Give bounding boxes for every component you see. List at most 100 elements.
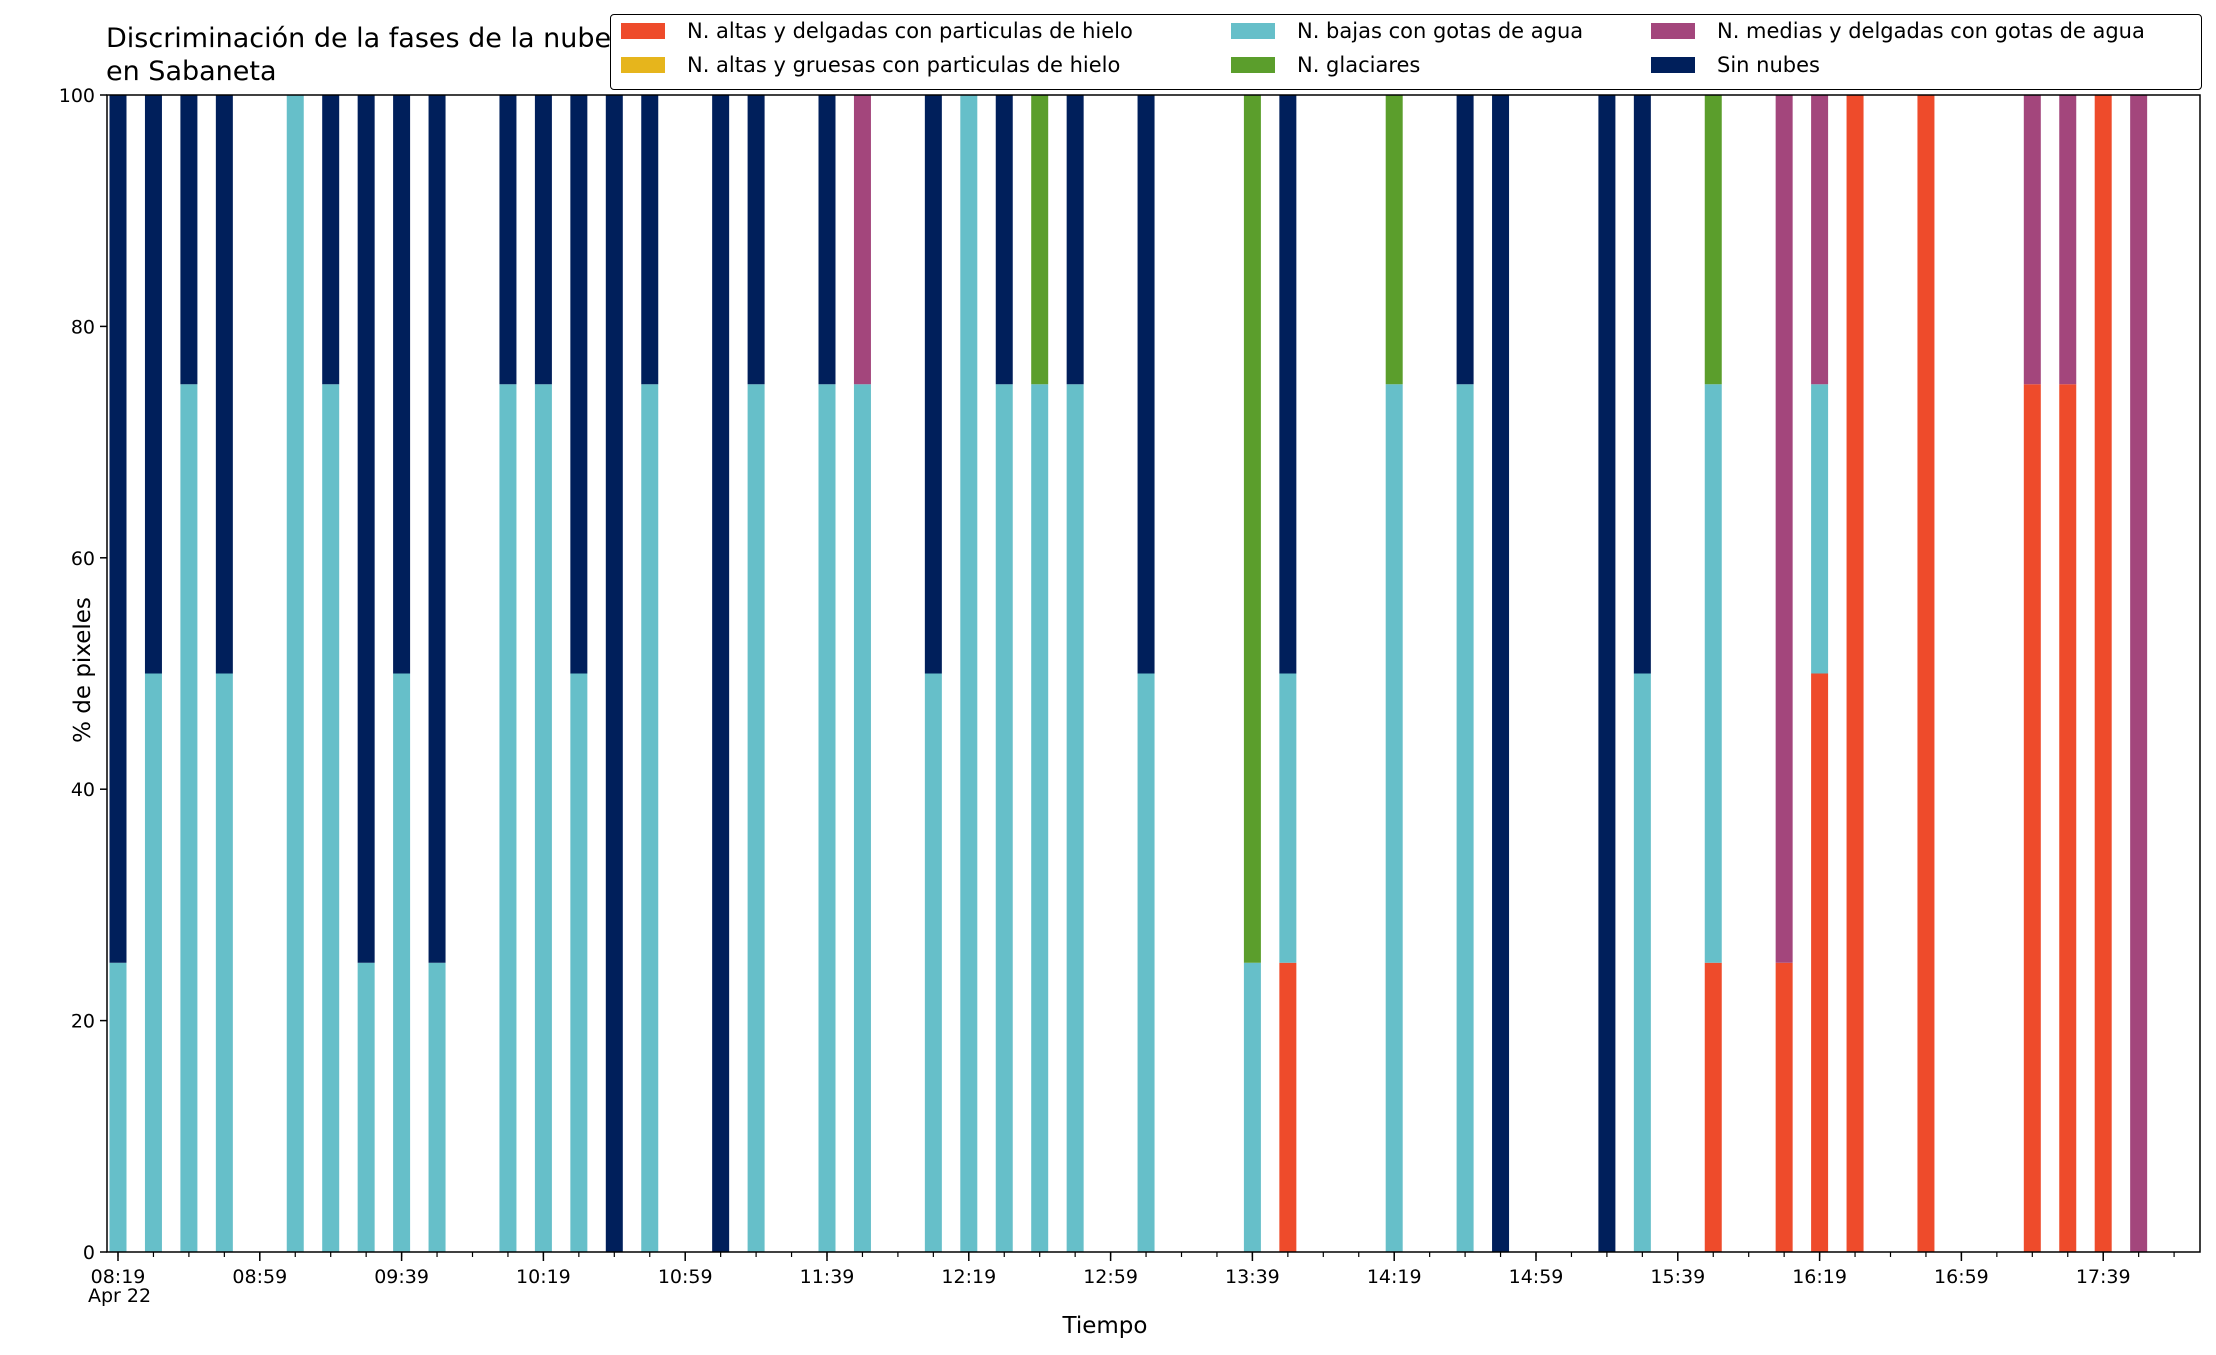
bar-segment-baja xyxy=(1633,673,1651,1252)
x-tick-label: 10:19 xyxy=(516,1266,571,1288)
chart-title: Discriminación de la fases de la nube en… xyxy=(106,23,612,87)
bar-segment-alta_delgada xyxy=(1279,962,1297,1252)
bar-segment-baja xyxy=(534,384,552,1252)
bar-segment-glaciar xyxy=(1243,95,1261,963)
bar-segment-baja xyxy=(995,384,1013,1252)
bar-segment-sin xyxy=(180,95,198,385)
y-tick-label: 0 xyxy=(83,1242,95,1264)
bar-segment-sin xyxy=(322,95,340,385)
bar-segment-media xyxy=(853,95,871,385)
bar-segment-alta_delgada xyxy=(2094,95,2112,1252)
bar-segment-baja xyxy=(322,384,340,1252)
bar-segment-baja xyxy=(499,384,517,1252)
bar-segment-sin xyxy=(1492,95,1510,1252)
bar-segment-media xyxy=(1811,95,1829,385)
bar-segment-sin xyxy=(144,95,162,674)
legend-entry-sin-nubes: Sin nubes xyxy=(1651,53,1820,77)
bar-segment-sin xyxy=(1137,95,1155,674)
bar-segment-alta_delgada xyxy=(1704,962,1722,1252)
x-tick-label: 12:59 xyxy=(1083,1266,1138,1288)
chart-legend: N. altas y delgadas con particulas de hi… xyxy=(610,14,2202,90)
y-tick-label: 40 xyxy=(71,779,95,801)
bar-segment-baja xyxy=(924,673,942,1252)
legend-swatch xyxy=(1231,57,1275,73)
bar-segment-sin xyxy=(1598,95,1616,1252)
bar-segment-sin xyxy=(605,95,623,1252)
legend-entry-alta-gruesa: N. altas y gruesas con particulas de hie… xyxy=(621,53,1120,77)
y-tick-label: 20 xyxy=(71,1011,95,1033)
bar-segment-sin xyxy=(924,95,942,674)
bar-segment-baja xyxy=(1066,384,1084,1252)
bar-segment-baja xyxy=(393,673,411,1252)
bar-segment-glaciar xyxy=(1385,95,1403,385)
legend-entry-media: N. medias y delgadas con gotas de agua xyxy=(1651,19,2145,43)
x-axis-date-label: Apr 22 xyxy=(88,1285,152,1307)
bar-segment-media xyxy=(2130,95,2148,1252)
bar-segment-sin xyxy=(570,95,588,674)
legend-entry-glaciar: N. glaciares xyxy=(1231,53,1420,77)
legend-swatch xyxy=(1651,57,1695,73)
bar-segment-glaciar xyxy=(1031,95,1049,385)
legend-swatch xyxy=(621,23,665,39)
bar-segment-sin xyxy=(818,95,836,385)
bar-segment-alta_delgada xyxy=(1917,95,1935,1252)
bar-segment-media xyxy=(2059,95,2077,385)
legend-label: N. altas y gruesas con particulas de hie… xyxy=(687,53,1121,77)
bar-segment-baja xyxy=(1811,384,1829,674)
legend-label: N. altas y delgadas con particulas de hi… xyxy=(687,19,1133,43)
x-tick-label: 12:19 xyxy=(941,1266,996,1288)
bar-segment-alta_delgada xyxy=(2023,384,2041,1252)
bar-segment-baja xyxy=(1137,673,1155,1252)
x-tick-label: 13:39 xyxy=(1225,1266,1280,1288)
bar-segment-baja xyxy=(960,95,978,1252)
bar-segment-baja xyxy=(1243,962,1261,1252)
x-tick-label: 16:59 xyxy=(1934,1266,1989,1288)
bar-segment-alta_delgada xyxy=(1811,673,1829,1252)
bar-segment-sin xyxy=(1633,95,1651,674)
legend-label: N. medias y delgadas con gotas de agua xyxy=(1717,19,2145,43)
x-tick-label: 14:19 xyxy=(1367,1266,1422,1288)
plot-frame xyxy=(106,94,2201,1253)
bar-segment-baja xyxy=(109,962,127,1252)
bar-segment-baja xyxy=(357,962,375,1252)
y-tick-label: 100 xyxy=(59,85,95,107)
bar-segment-baja xyxy=(747,384,765,1252)
bar-segment-sin xyxy=(641,95,659,385)
bar-segment-sin xyxy=(215,95,233,674)
y-tick-label: 60 xyxy=(71,548,95,570)
bar-segment-sin xyxy=(534,95,552,385)
bar-segment-baja xyxy=(1031,384,1049,1252)
legend-swatch xyxy=(1231,23,1275,39)
bar-segment-baja xyxy=(853,384,871,1252)
bar-segment-baja xyxy=(818,384,836,1252)
bar-segment-sin xyxy=(995,95,1013,385)
x-tick-label: 08:19 xyxy=(91,1266,146,1288)
bar-segment-sin xyxy=(499,95,517,385)
bar-segment-alta_delgada xyxy=(1846,95,1864,1252)
x-tick-label: 15:39 xyxy=(1650,1266,1705,1288)
bar-segment-baja xyxy=(215,673,233,1252)
bar-segment-baja xyxy=(1704,384,1722,963)
legend-swatch xyxy=(621,57,665,73)
x-tick-label: 11:39 xyxy=(800,1266,855,1288)
x-tick-label: 10:59 xyxy=(658,1266,713,1288)
bar-segment-baja xyxy=(286,95,304,1252)
bar-segment-baja xyxy=(641,384,659,1252)
legend-swatch xyxy=(1651,23,1695,39)
bar-segment-baja xyxy=(1385,384,1403,1252)
x-tick-label: 16:19 xyxy=(1792,1266,1847,1288)
x-tick-label: 14:59 xyxy=(1509,1266,1564,1288)
bar-segment-alta_delgada xyxy=(2059,384,2077,1252)
x-tick-label: 17:39 xyxy=(2076,1266,2131,1288)
bar-segment-sin xyxy=(1456,95,1474,385)
bar-segment-sin xyxy=(1279,95,1297,674)
bar-segment-sin xyxy=(428,95,446,963)
legend-label: Sin nubes xyxy=(1717,53,1820,77)
x-tick-label: 08:59 xyxy=(232,1266,287,1288)
bar-segment-baja xyxy=(144,673,162,1252)
bar-segment-baja xyxy=(1279,673,1297,963)
bar-segment-baja xyxy=(180,384,198,1252)
bar-segment-sin xyxy=(357,95,375,963)
legend-label: N. glaciares xyxy=(1297,53,1421,77)
